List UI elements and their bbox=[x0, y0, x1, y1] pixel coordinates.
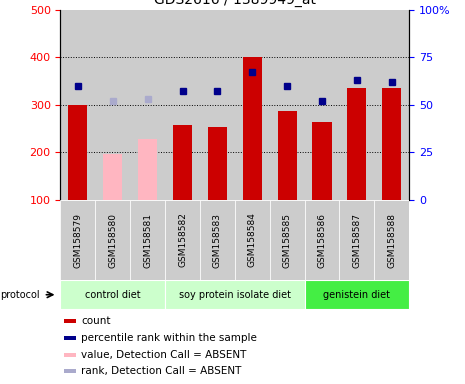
Bar bbox=[68, 104, 87, 200]
Bar bbox=[339, 10, 374, 200]
Title: GDS2616 / 1389949_at: GDS2616 / 1389949_at bbox=[154, 0, 316, 7]
Bar bbox=[60, 280, 165, 309]
Bar bbox=[165, 10, 200, 200]
Bar bbox=[200, 10, 235, 200]
Text: GSM158586: GSM158586 bbox=[318, 212, 326, 268]
Bar bbox=[64, 353, 76, 357]
Bar bbox=[95, 200, 130, 280]
Bar bbox=[64, 369, 76, 373]
Text: control diet: control diet bbox=[85, 290, 140, 300]
Text: GSM158583: GSM158583 bbox=[213, 212, 222, 268]
Bar bbox=[243, 57, 262, 200]
Text: genistein diet: genistein diet bbox=[323, 290, 391, 300]
Bar bbox=[374, 200, 409, 280]
Bar bbox=[165, 280, 305, 309]
Bar bbox=[270, 10, 305, 200]
Bar bbox=[270, 200, 305, 280]
Bar bbox=[60, 10, 95, 200]
Bar bbox=[138, 139, 157, 200]
Text: GSM158584: GSM158584 bbox=[248, 213, 257, 267]
Bar bbox=[130, 10, 165, 200]
Text: GSM158588: GSM158588 bbox=[387, 212, 396, 268]
Text: value, Detection Call = ABSENT: value, Detection Call = ABSENT bbox=[81, 349, 247, 359]
Text: GSM158580: GSM158580 bbox=[108, 212, 117, 268]
Bar bbox=[130, 200, 165, 280]
Text: GSM158582: GSM158582 bbox=[178, 213, 187, 267]
Bar bbox=[235, 200, 270, 280]
Bar bbox=[60, 200, 95, 280]
Bar bbox=[305, 280, 409, 309]
Bar bbox=[278, 111, 297, 200]
Bar bbox=[95, 10, 130, 200]
Bar bbox=[64, 336, 76, 340]
Bar bbox=[305, 200, 339, 280]
Text: soy protein isolate diet: soy protein isolate diet bbox=[179, 290, 291, 300]
Text: GSM158579: GSM158579 bbox=[73, 212, 82, 268]
Text: percentile rank within the sample: percentile rank within the sample bbox=[81, 333, 257, 343]
Bar bbox=[339, 200, 374, 280]
Bar bbox=[312, 122, 332, 200]
Text: protocol: protocol bbox=[0, 290, 40, 300]
Text: rank, Detection Call = ABSENT: rank, Detection Call = ABSENT bbox=[81, 366, 242, 376]
Bar bbox=[305, 10, 339, 200]
Text: GSM158587: GSM158587 bbox=[352, 212, 361, 268]
Bar bbox=[103, 154, 122, 200]
Bar bbox=[173, 124, 192, 200]
Text: GSM158585: GSM158585 bbox=[283, 212, 292, 268]
Bar bbox=[200, 200, 235, 280]
Bar bbox=[64, 319, 76, 323]
Bar bbox=[235, 10, 270, 200]
Bar bbox=[374, 10, 409, 200]
Bar bbox=[208, 127, 227, 200]
Text: GSM158581: GSM158581 bbox=[143, 212, 152, 268]
Text: count: count bbox=[81, 316, 111, 326]
Bar bbox=[347, 88, 366, 200]
Bar bbox=[382, 88, 401, 200]
Bar bbox=[165, 200, 200, 280]
